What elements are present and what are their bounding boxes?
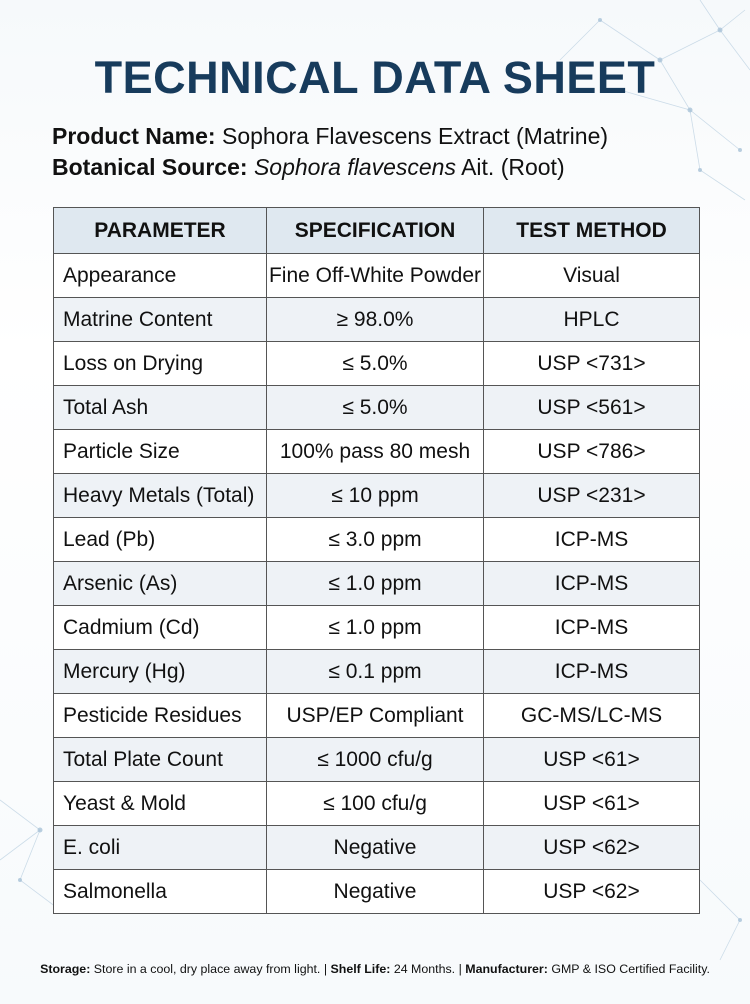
parameter-cell: Pesticide Residues xyxy=(53,693,267,738)
specification-cell: 100% pass 80 mesh xyxy=(266,429,484,474)
parameter-cell: Lead (Pb) xyxy=(53,517,267,562)
test-method-cell: USP <61> xyxy=(483,781,700,826)
header-test-method: TEST METHOD xyxy=(483,207,700,254)
table-row: Pesticide Residues USP/EP Compliant GC-M… xyxy=(53,693,700,738)
header-specification: SPECIFICATION xyxy=(266,207,484,254)
header-parameter: PARAMETER xyxy=(53,207,267,254)
table-row: Particle Size 100% pass 80 mesh USP <786… xyxy=(53,429,700,474)
storage-label: Storage: xyxy=(40,962,91,976)
product-name-value: Sophora Flavescens Extract (Matrine) xyxy=(221,123,609,149)
table-row: Loss on Drying ≤ 5.0% USP <731> xyxy=(53,341,700,386)
parameter-cell: Appearance xyxy=(53,253,267,298)
table-row: Appearance Fine Off-White Powder Visual xyxy=(53,253,700,298)
test-method-cell: Visual xyxy=(483,253,700,298)
specification-cell: ≤ 1.0 ppm xyxy=(266,605,484,650)
test-method-cell: ICP-MS xyxy=(483,517,700,562)
specification-cell: Negative xyxy=(266,869,484,914)
parameter-cell: Yeast & Mold xyxy=(53,781,267,826)
test-method-cell: USP <731> xyxy=(483,341,700,386)
table-row: Mercury (Hg) ≤ 0.1 ppm ICP-MS xyxy=(53,649,700,694)
parameter-cell: Salmonella xyxy=(53,869,267,914)
specification-cell: ≤ 5.0% xyxy=(266,385,484,430)
table-row: Cadmium (Cd) ≤ 1.0 ppm ICP-MS xyxy=(53,605,700,650)
parameter-cell: Mercury (Hg) xyxy=(53,649,267,694)
footer-separator: | xyxy=(458,962,462,976)
test-method-cell: ICP-MS xyxy=(483,561,700,606)
test-method-cell: USP <61> xyxy=(483,737,700,782)
table-row: Lead (Pb) ≤ 3.0 ppm ICP-MS xyxy=(53,517,700,562)
parameter-cell: Cadmium (Cd) xyxy=(53,605,267,650)
manufacturer-label: Manufacturer: xyxy=(465,962,548,976)
specification-cell: ≤ 0.1 ppm xyxy=(266,649,484,694)
specification-cell: Negative xyxy=(266,825,484,870)
table-row: E. coli Negative USP <62> xyxy=(53,825,700,870)
page-title: TECHNICAL DATA SHEET xyxy=(94,52,656,103)
test-method-cell: USP <561> xyxy=(483,385,700,430)
parameter-cell: Total Plate Count xyxy=(53,737,267,782)
specification-cell: ≥ 98.0% xyxy=(266,297,484,342)
test-method-cell: USP <786> xyxy=(483,429,700,474)
test-method-cell: USP <231> xyxy=(483,473,700,518)
specification-cell: ≤ 1000 cfu/g xyxy=(266,737,484,782)
table-row: Total Plate Count ≤ 1000 cfu/g USP <61> xyxy=(53,737,700,782)
parameter-cell: Total Ash xyxy=(53,385,267,430)
test-method-cell: GC-MS/LC-MS xyxy=(483,693,700,738)
specification-cell: ≤ 5.0% xyxy=(266,341,484,386)
parameter-cell: E. coli xyxy=(53,825,267,870)
table-row: Total Ash ≤ 5.0% USP <561> xyxy=(53,385,700,430)
product-name-label: Product Name: xyxy=(52,123,216,149)
botanical-species: Sophora flavescens xyxy=(253,154,456,180)
product-name-row: Product Name: Sophora Flavescens Extract… xyxy=(52,121,608,152)
parameter-cell: Matrine Content xyxy=(53,297,267,342)
footer-separator: | xyxy=(323,962,328,976)
shelf-life-label: Shelf Life: xyxy=(330,962,391,976)
table-row: Heavy Metals (Total) ≤ 10 ppm USP <231> xyxy=(53,473,700,518)
table-header-row: PARAMETER SPECIFICATION TEST METHOD xyxy=(53,207,700,254)
footer-notes: Storage: Store in a cool, dry place away… xyxy=(0,962,750,976)
test-method-cell: USP <62> xyxy=(483,825,700,870)
shelf-life-value: 24 Months. xyxy=(393,962,456,976)
storage-value: Store in a cool, dry place away from lig… xyxy=(93,962,321,976)
table-row: Salmonella Negative USP <62> xyxy=(53,869,700,914)
specification-table: PARAMETER SPECIFICATION TEST METHOD Appe… xyxy=(53,207,700,914)
manufacturer-value: GMP & ISO Certified Facility. xyxy=(551,962,710,976)
specification-cell: ≤ 1.0 ppm xyxy=(266,561,484,606)
botanical-source-row: Botanical Source: Sophora flavescens Ait… xyxy=(52,152,608,183)
test-method-cell: ICP-MS xyxy=(483,649,700,694)
parameter-cell: Loss on Drying xyxy=(53,341,267,386)
table-row: Arsenic (As) ≤ 1.0 ppm ICP-MS xyxy=(53,561,700,606)
table-row: Yeast & Mold ≤ 100 cfu/g USP <61> xyxy=(53,781,700,826)
specification-cell: ≤ 100 cfu/g xyxy=(266,781,484,826)
specification-cell: Fine Off-White Powder xyxy=(266,253,484,298)
test-method-cell: ICP-MS xyxy=(483,605,700,650)
specification-cell: ≤ 10 ppm xyxy=(266,473,484,518)
parameter-cell: Arsenic (As) xyxy=(53,561,267,606)
test-method-cell: USP <62> xyxy=(483,869,700,914)
product-info: Product Name: Sophora Flavescens Extract… xyxy=(52,121,608,183)
table-row: Matrine Content ≥ 98.0% HPLC xyxy=(53,297,700,342)
specification-cell: USP/EP Compliant xyxy=(266,693,484,738)
test-method-cell: HPLC xyxy=(483,297,700,342)
parameter-cell: Particle Size xyxy=(53,429,267,474)
botanical-source-rest: Ait. (Root) xyxy=(461,154,565,180)
botanical-source-label: Botanical Source: xyxy=(52,154,248,180)
parameter-cell: Heavy Metals (Total) xyxy=(53,473,267,518)
specification-cell: ≤ 3.0 ppm xyxy=(266,517,484,562)
